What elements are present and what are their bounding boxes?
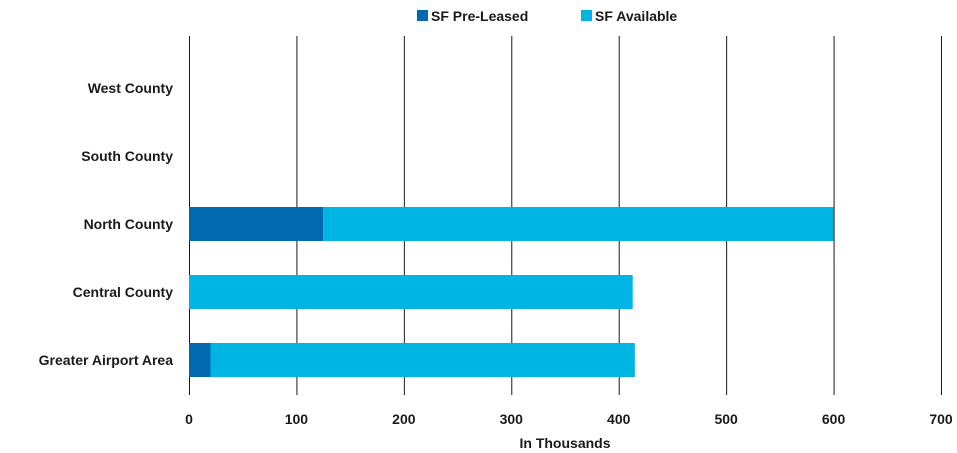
legend: SF Pre-Leased SF Available [417,8,677,24]
bar-available [189,275,633,309]
bar-pre-leased [189,207,324,241]
category-label: West County [88,80,174,96]
x-tick-label-0: 0 [185,411,193,427]
x-axis-title: In Thousands [520,435,611,451]
bars [189,207,834,377]
x-tick-label-200: 200 [392,411,416,427]
legend-label-pre-leased: SF Pre-Leased [431,8,528,24]
x-tick-labels: 0 100 200 300 400 500 600 700 [185,411,953,427]
x-tick-label-400: 400 [607,411,631,427]
x-tick-label-100: 100 [285,411,309,427]
bar-available [210,343,635,377]
bar-available [323,207,834,241]
category-label: South County [81,148,173,164]
legend-swatch-available [581,10,592,21]
x-tick-label-700: 700 [929,411,953,427]
x-tick-label-600: 600 [822,411,846,427]
category-label: Central County [73,284,174,300]
x-tick-label-300: 300 [500,411,524,427]
legend-swatch-pre-leased [417,10,428,21]
category-label: Greater Airport Area [39,352,174,368]
bar-pre-leased [189,343,211,377]
x-tick-label-500: 500 [714,411,738,427]
category-labels: West County South County North County Centr… [39,80,174,368]
category-label: North County [84,216,174,232]
legend-label-available: SF Available [595,8,677,24]
